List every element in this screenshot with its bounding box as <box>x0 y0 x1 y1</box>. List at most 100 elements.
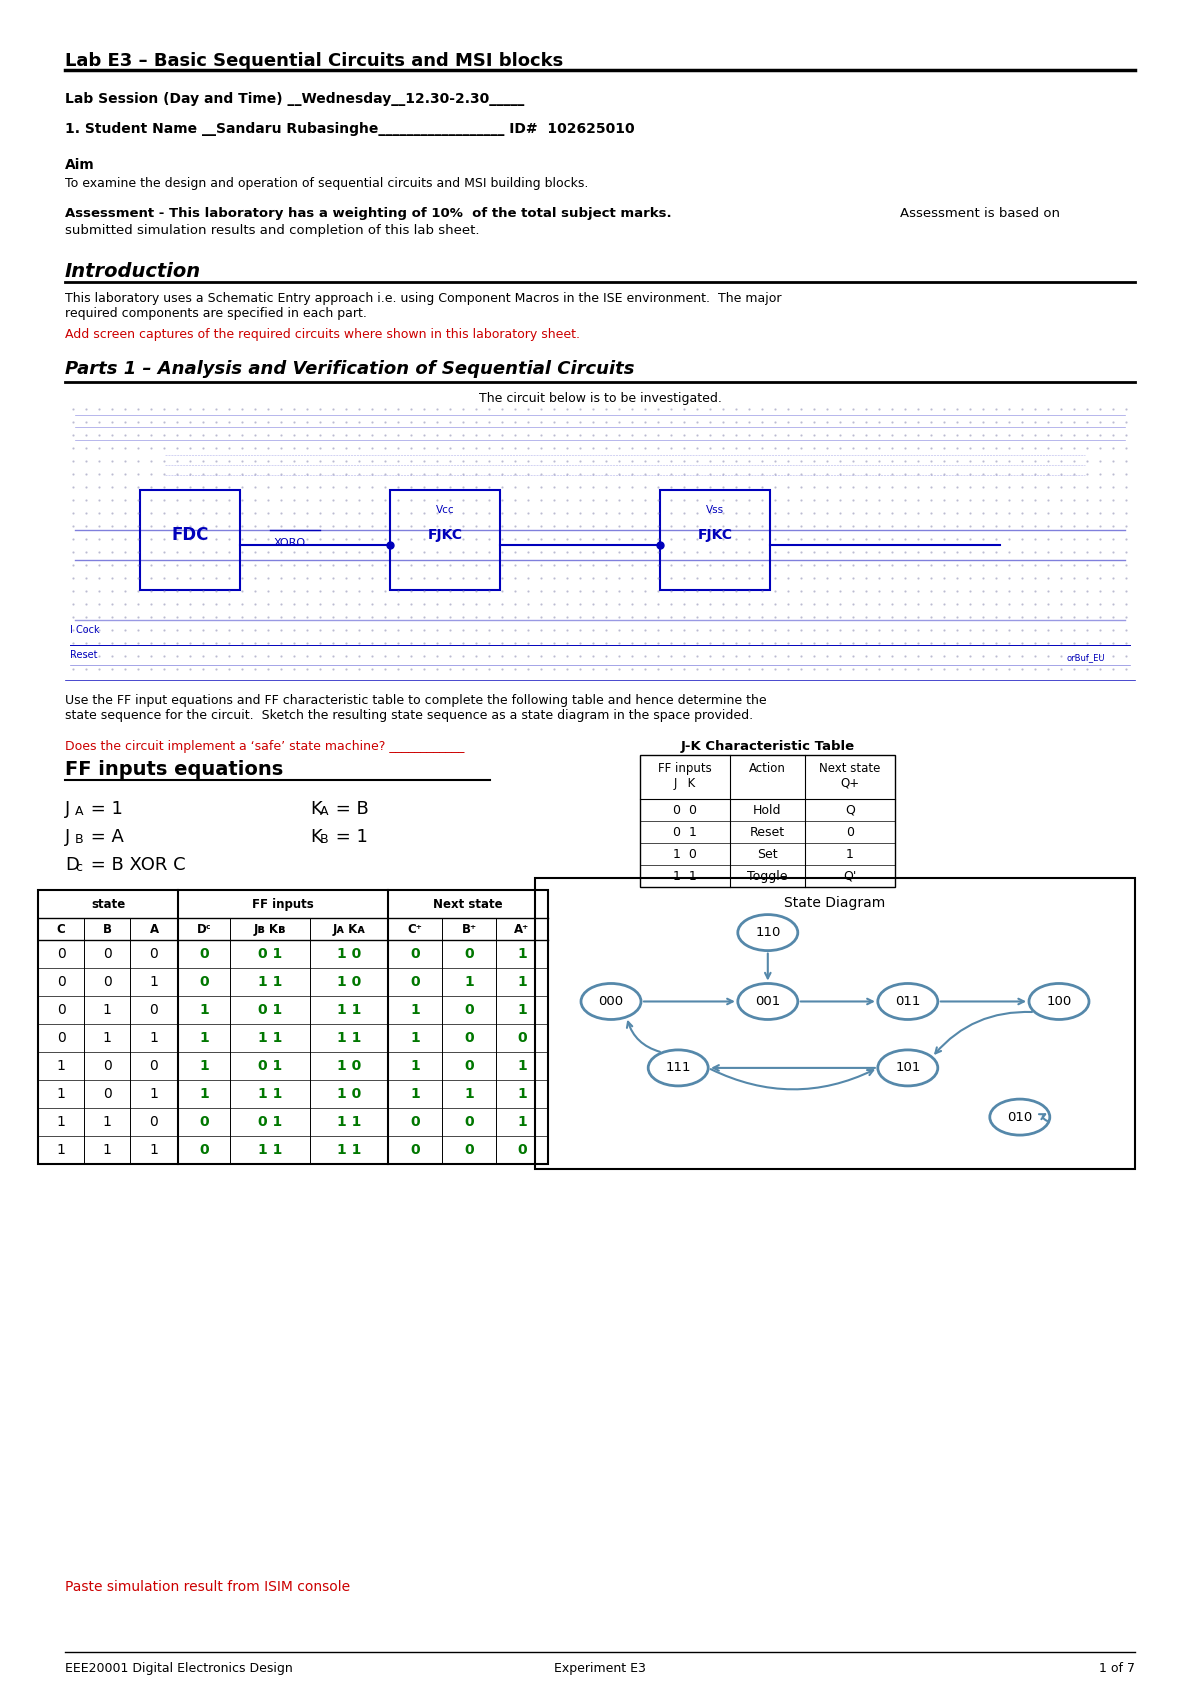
Text: 010: 010 <box>1007 1110 1032 1124</box>
Text: FF inputs equations: FF inputs equations <box>65 761 283 779</box>
Bar <box>640 756 895 886</box>
Text: State Diagram: State Diagram <box>785 897 886 910</box>
Text: = 1: = 1 <box>85 800 122 818</box>
Text: 0: 0 <box>56 947 65 961</box>
Text: c: c <box>74 861 82 874</box>
Text: C⁺: C⁺ <box>408 922 422 936</box>
Text: 0: 0 <box>464 1004 474 1017</box>
Text: A: A <box>320 805 329 818</box>
Text: Vss: Vss <box>706 504 724 514</box>
Text: 0: 0 <box>199 1116 209 1129</box>
Text: FF inputs
J   K: FF inputs J K <box>658 762 712 790</box>
Text: 0 1: 0 1 <box>258 1004 282 1017</box>
Text: = B: = B <box>330 800 368 818</box>
Text: submitted simulation results and completion of this lab sheet.: submitted simulation results and complet… <box>65 224 480 238</box>
Text: 0: 0 <box>517 1031 527 1044</box>
Text: 1: 1 <box>150 975 158 988</box>
Text: 0 1: 0 1 <box>258 1060 282 1073</box>
Text: 0: 0 <box>199 975 209 988</box>
Text: 1: 1 <box>56 1087 66 1100</box>
Text: Set: Set <box>757 847 778 861</box>
Text: 1: 1 <box>150 1143 158 1156</box>
Text: 1: 1 <box>150 1087 158 1100</box>
Text: Aim: Aim <box>65 158 95 171</box>
Text: 110: 110 <box>755 925 780 939</box>
Text: 0: 0 <box>56 1031 65 1044</box>
Text: 1: 1 <box>199 1031 209 1044</box>
Text: 1: 1 <box>410 1087 420 1100</box>
Text: 1 0: 1 0 <box>337 1060 361 1073</box>
Text: 0: 0 <box>517 1143 527 1156</box>
Text: K: K <box>310 829 322 846</box>
Text: 1: 1 <box>517 1087 527 1100</box>
Text: Reset: Reset <box>750 825 785 839</box>
Text: 0: 0 <box>464 1031 474 1044</box>
Text: orBuf_EU: orBuf_EU <box>1067 654 1105 662</box>
Text: 0: 0 <box>464 1060 474 1073</box>
Text: 0: 0 <box>464 1143 474 1156</box>
Text: state: state <box>91 898 125 910</box>
Text: 1: 1 <box>199 1060 209 1073</box>
Text: 1: 1 <box>517 1116 527 1129</box>
Text: Parts 1 – Analysis and Verification of Sequential Circuits: Parts 1 – Analysis and Verification of S… <box>65 360 635 379</box>
Text: 1 1: 1 1 <box>337 1116 361 1129</box>
Text: 1: 1 <box>102 1004 112 1017</box>
Text: B⁺: B⁺ <box>462 922 476 936</box>
Text: The circuit below is to be investigated.: The circuit below is to be investigated. <box>479 392 721 406</box>
Text: J: J <box>65 829 71 846</box>
Text: J: J <box>65 800 71 818</box>
Text: EEE20001 Digital Electronics Design: EEE20001 Digital Electronics Design <box>65 1662 293 1674</box>
Text: Assessment is based on: Assessment is based on <box>900 207 1060 221</box>
Text: 0: 0 <box>103 1087 112 1100</box>
Text: Q': Q' <box>844 869 857 883</box>
Bar <box>660 491 770 589</box>
Text: 1: 1 <box>199 1004 209 1017</box>
Text: I Cock: I Cock <box>70 625 100 635</box>
Bar <box>535 878 1135 1168</box>
Text: Toggle: Toggle <box>748 869 787 883</box>
Text: FDC: FDC <box>172 526 209 543</box>
Text: 1 1: 1 1 <box>337 1004 361 1017</box>
Text: B: B <box>102 922 112 936</box>
Text: A: A <box>150 922 158 936</box>
Text: Assessment - This laboratory has a weighting of 10%  of the total subject marks.: Assessment - This laboratory has a weigh… <box>65 207 672 221</box>
Text: 1 0: 1 0 <box>337 975 361 988</box>
Text: D: D <box>65 856 79 874</box>
Text: 0: 0 <box>410 1143 420 1156</box>
Text: 1: 1 <box>464 1087 474 1100</box>
Text: 0: 0 <box>846 825 854 839</box>
Text: Does the circuit implement a ‘safe’ state machine? ____________: Does the circuit implement a ‘safe’ stat… <box>65 740 464 752</box>
Text: Lab Session (Day and Time) __Wednesday__12.30-2.30_____: Lab Session (Day and Time) __Wednesday__… <box>65 92 524 105</box>
Text: B: B <box>320 834 329 846</box>
Text: Introduction: Introduction <box>65 261 202 280</box>
Text: Vcc: Vcc <box>436 504 455 514</box>
Text: Dᶜ: Dᶜ <box>197 922 211 936</box>
Text: 1 1: 1 1 <box>258 975 282 988</box>
Text: 1  0: 1 0 <box>673 847 697 861</box>
Text: 1: 1 <box>56 1143 66 1156</box>
Text: 0: 0 <box>199 1143 209 1156</box>
Bar <box>38 890 548 1165</box>
Text: 1: 1 <box>410 1031 420 1044</box>
Text: Use the FF input equations and FF characteristic table to complete the following: Use the FF input equations and FF charac… <box>65 694 767 722</box>
Text: 1: 1 <box>464 975 474 988</box>
Text: 1 0: 1 0 <box>337 1087 361 1100</box>
Text: 1 0: 1 0 <box>337 947 361 961</box>
Text: XORO: XORO <box>274 538 306 548</box>
Bar <box>390 491 500 589</box>
Text: 000: 000 <box>599 995 624 1009</box>
Text: 1 1: 1 1 <box>258 1031 282 1044</box>
Text: Experiment E3: Experiment E3 <box>554 1662 646 1674</box>
Text: 1: 1 <box>150 1031 158 1044</box>
Text: 101: 101 <box>895 1061 920 1075</box>
Text: 0: 0 <box>103 1060 112 1073</box>
Text: 0  0: 0 0 <box>673 803 697 817</box>
Text: Reset: Reset <box>70 650 97 661</box>
Text: = A: = A <box>85 829 124 846</box>
Text: K: K <box>310 800 322 818</box>
Text: Lab E3 – Basic Sequential Circuits and MSI blocks: Lab E3 – Basic Sequential Circuits and M… <box>65 53 563 70</box>
Text: 0: 0 <box>56 1004 65 1017</box>
Text: C: C <box>56 922 65 936</box>
Text: 0 1: 0 1 <box>258 947 282 961</box>
Text: 1: 1 <box>102 1031 112 1044</box>
